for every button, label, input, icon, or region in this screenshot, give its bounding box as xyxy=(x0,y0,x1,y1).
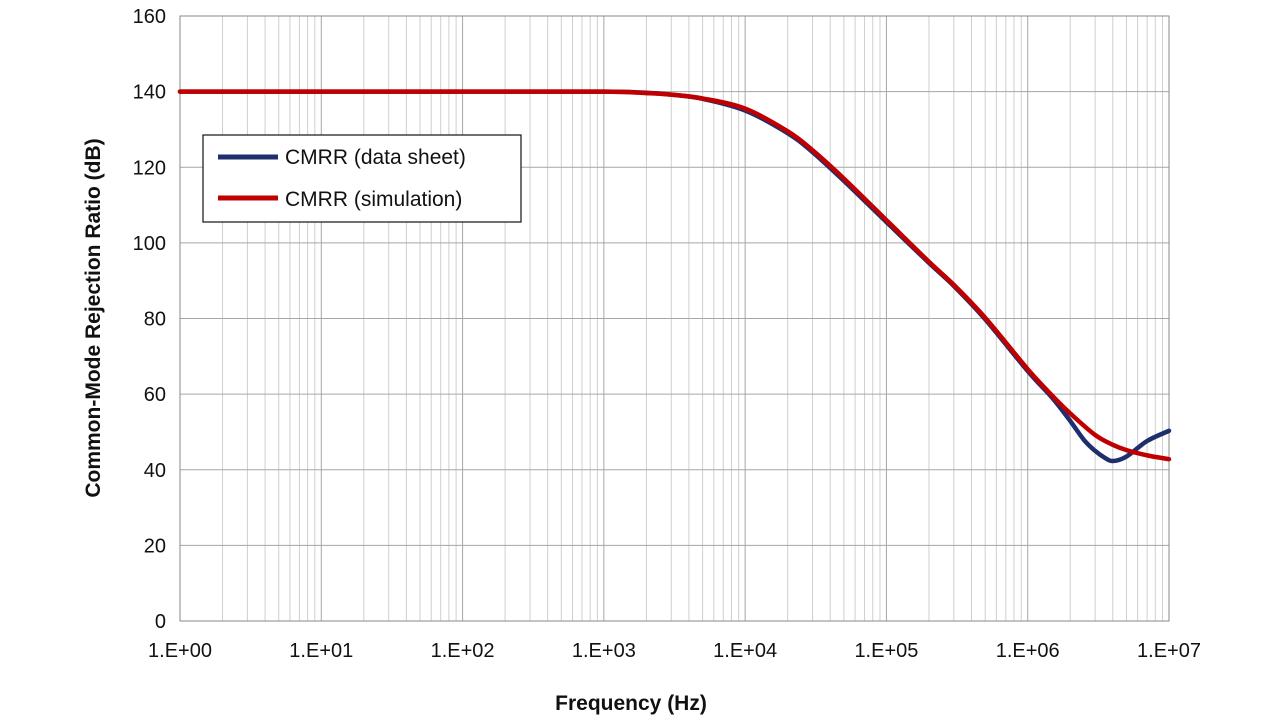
y-tick-label: 60 xyxy=(144,384,166,406)
x-tick-label: 1.E+00 xyxy=(148,640,212,662)
x-tick-label: 1.E+07 xyxy=(1137,640,1201,662)
y-tick-label: 80 xyxy=(144,309,166,331)
plot-area-frame xyxy=(179,15,1170,622)
series-layer xyxy=(177,89,1172,464)
y-tick-label: 120 xyxy=(133,157,166,179)
legend: CMRR (data sheet) CMRR (simulation) xyxy=(202,134,522,223)
x-tick-label: 1.E+01 xyxy=(289,640,353,662)
y-tick-label: 20 xyxy=(144,535,166,557)
legend-label-simulation: CMRR (simulation) xyxy=(285,188,462,211)
y-tick-label: 40 xyxy=(144,460,166,482)
x-tick-label: 1.E+06 xyxy=(996,640,1060,662)
x-tick-label: 1.E+05 xyxy=(854,640,918,662)
x-axis-title: Frequency (Hz) xyxy=(555,692,707,715)
x-tick-labels: 1.E+00 1.E+01 1.E+02 1.E+03 1.E+04 1.E+05 1.E+… xyxy=(148,640,1201,662)
x-tick-label: 1.E+03 xyxy=(572,640,636,662)
y-tick-label: 100 xyxy=(133,233,166,255)
x-tick-label: 1.E+04 xyxy=(713,640,777,662)
y-tick-labels: 0 20 40 60 80 100 120 140 160 xyxy=(133,6,166,633)
x-tick-label: 1.E+02 xyxy=(431,640,495,662)
y-tick-label: 140 xyxy=(133,82,166,104)
series-line-simulation xyxy=(177,89,1172,462)
y-tick-label: 0 xyxy=(155,611,166,633)
y-axis-title: Common-Mode Rejection Ratio (dB) xyxy=(82,138,105,497)
legend-label-data-sheet: CMRR (data sheet) xyxy=(285,146,466,169)
legend-box xyxy=(202,134,522,223)
y-tick-label: 160 xyxy=(133,6,166,28)
